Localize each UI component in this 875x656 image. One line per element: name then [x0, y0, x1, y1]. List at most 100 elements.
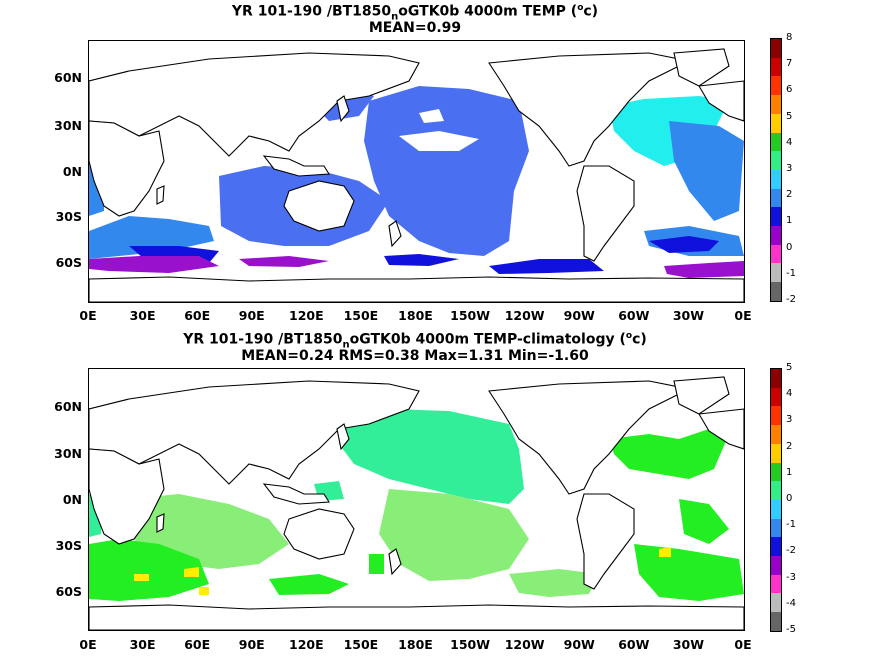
colorbar-tick-label: 2 — [786, 189, 793, 201]
colorbar-tick-label: 8 — [786, 32, 793, 43]
p2-lon-label: 60W — [618, 637, 650, 652]
colorbar-tick-label: 2 — [786, 440, 793, 452]
p2-field-mid-small — [369, 554, 384, 574]
colorbar-segment — [771, 593, 781, 613]
p2-lat-label: 60S — [55, 584, 82, 599]
colorbar-tick-label: 7 — [786, 58, 793, 70]
colorbar-tick-label: 5 — [786, 110, 793, 122]
p2-field-yellow-1 — [659, 547, 671, 557]
colorbar-segment — [771, 481, 781, 500]
p2-lat-label: 30N — [54, 446, 82, 461]
p1-field-purple-mid — [239, 256, 329, 267]
panel-2-title: YR 101-190 /BT1850noGTK0b 4000m TEMP-cli… — [183, 331, 647, 351]
p1-land-nz — [388, 220, 402, 248]
colorbar-segment — [771, 226, 781, 245]
p2-lat-label: 0N — [62, 492, 82, 507]
colorbar-segment — [771, 443, 781, 463]
p2-land-madagascar — [156, 513, 165, 533]
p1-lon-label: 0E — [734, 308, 752, 323]
colorbar-tick-label: -2 — [786, 545, 796, 557]
colorbar-segment — [771, 132, 781, 152]
p1-hole-2 — [419, 109, 444, 123]
p2-field-yellow-3 — [134, 574, 149, 581]
p2-lon-label: 90E — [238, 637, 265, 652]
colorbar-segment — [771, 282, 781, 301]
p1-coastlines — [89, 48, 744, 302]
p1-lon-label: 120W — [504, 308, 545, 323]
p1-land-madagascar — [156, 185, 165, 205]
p2-lon-label: 60E — [184, 637, 211, 652]
panel-1-title: YR 101-190 /BT1850noGTK0b 4000m TEMP (oc… — [231, 3, 599, 23]
p2-land-north-america — [488, 380, 691, 495]
p1-land-greenland — [673, 48, 730, 87]
p2-field-n-pacific — [339, 409, 524, 504]
p1-land-indonesia — [262, 155, 330, 177]
p1-field-sw-atlantic-blue — [649, 236, 719, 253]
p1-land-europe — [698, 80, 744, 122]
p2-field-n-atlantic — [609, 429, 729, 479]
p1-land-north-america — [488, 52, 691, 167]
p1-lon-label: 30E — [129, 308, 156, 323]
colorbar-segment — [771, 518, 781, 538]
p1-colorbar — [770, 38, 782, 302]
panel-1-map-svg — [89, 48, 744, 302]
p1-hole-1 — [399, 131, 479, 151]
p2-land-indonesia — [262, 483, 330, 505]
p1-lon-label: 180E — [398, 308, 433, 323]
p2-lat-label: 30S — [55, 538, 82, 553]
colorbar-segment — [771, 169, 781, 189]
p2-field-s-pacific — [269, 574, 349, 595]
p2-lon-label: 0E — [734, 637, 752, 652]
panel-1-subtitle: MEAN=0.99 — [368, 20, 462, 36]
p1-lon-label: 90W — [563, 308, 595, 323]
p1-lon-label: 0E — [79, 308, 97, 323]
p2-coastlines — [89, 376, 744, 630]
p1-field-central-pacific — [364, 86, 529, 256]
colorbar-tick-label: 6 — [786, 84, 793, 96]
p2-land-nz — [388, 548, 402, 576]
colorbar-tick-label: -1 — [786, 267, 796, 279]
p1-field-south-deep2 — [384, 254, 459, 266]
p1-land-australia — [283, 180, 355, 232]
p2-land-australia — [283, 508, 355, 560]
colorbar-segment — [771, 113, 781, 133]
p2-lon-label: 120E — [289, 637, 324, 652]
panel-2-map — [88, 368, 745, 631]
colorbar-tick-label: -4 — [786, 597, 796, 609]
p2-field-sw-atl — [679, 499, 729, 544]
panel-2-map-svg — [89, 376, 744, 630]
colorbar-tick-label: 1 — [786, 466, 793, 478]
p1-lon-label: 60W — [618, 308, 650, 323]
colorbar-segment — [771, 369, 781, 388]
p2-field-atlantic-s — [634, 544, 744, 601]
colorbar-segment — [771, 574, 781, 594]
p2-field-c-pacific — [379, 489, 529, 581]
p1-field-south-deep3 — [489, 259, 604, 274]
p2-lon-label: 120W — [504, 637, 545, 652]
p2-land-europe — [698, 408, 744, 450]
p1-lat-label: 30N — [54, 118, 82, 133]
colorbar-segment — [771, 612, 781, 631]
panel-1-map — [88, 40, 745, 303]
p1-lon-label: 90E — [238, 308, 265, 323]
p1-lon-label: 60E — [184, 308, 211, 323]
p1-lat-label: 60N — [54, 70, 82, 85]
p1-lat-label: 30S — [55, 209, 82, 224]
p1-land-antarctica — [89, 276, 744, 302]
p2-field-s-ocean-west — [89, 539, 209, 601]
colorbar-tick-label: 1 — [786, 215, 793, 227]
colorbar-segment — [771, 462, 781, 482]
colorbar-tick-label: 5 — [786, 362, 793, 373]
p2-land-japan — [336, 423, 350, 451]
p1-field-purple-east — [664, 261, 744, 278]
colorbar-tick-label: 4 — [786, 388, 793, 400]
p1-field-atlantic-mid — [669, 121, 744, 221]
colorbar-tick-label: 3 — [786, 414, 793, 426]
p1-lon-label: 120E — [289, 308, 324, 323]
colorbar-segment — [771, 76, 781, 96]
p2-land-greenland — [673, 376, 730, 415]
colorbar-tick-label: 0 — [786, 241, 793, 253]
p2-lat-label: 60N — [54, 399, 82, 414]
p2-field-yellow-2 — [184, 567, 199, 577]
p1-field-indian-south — [89, 216, 214, 259]
